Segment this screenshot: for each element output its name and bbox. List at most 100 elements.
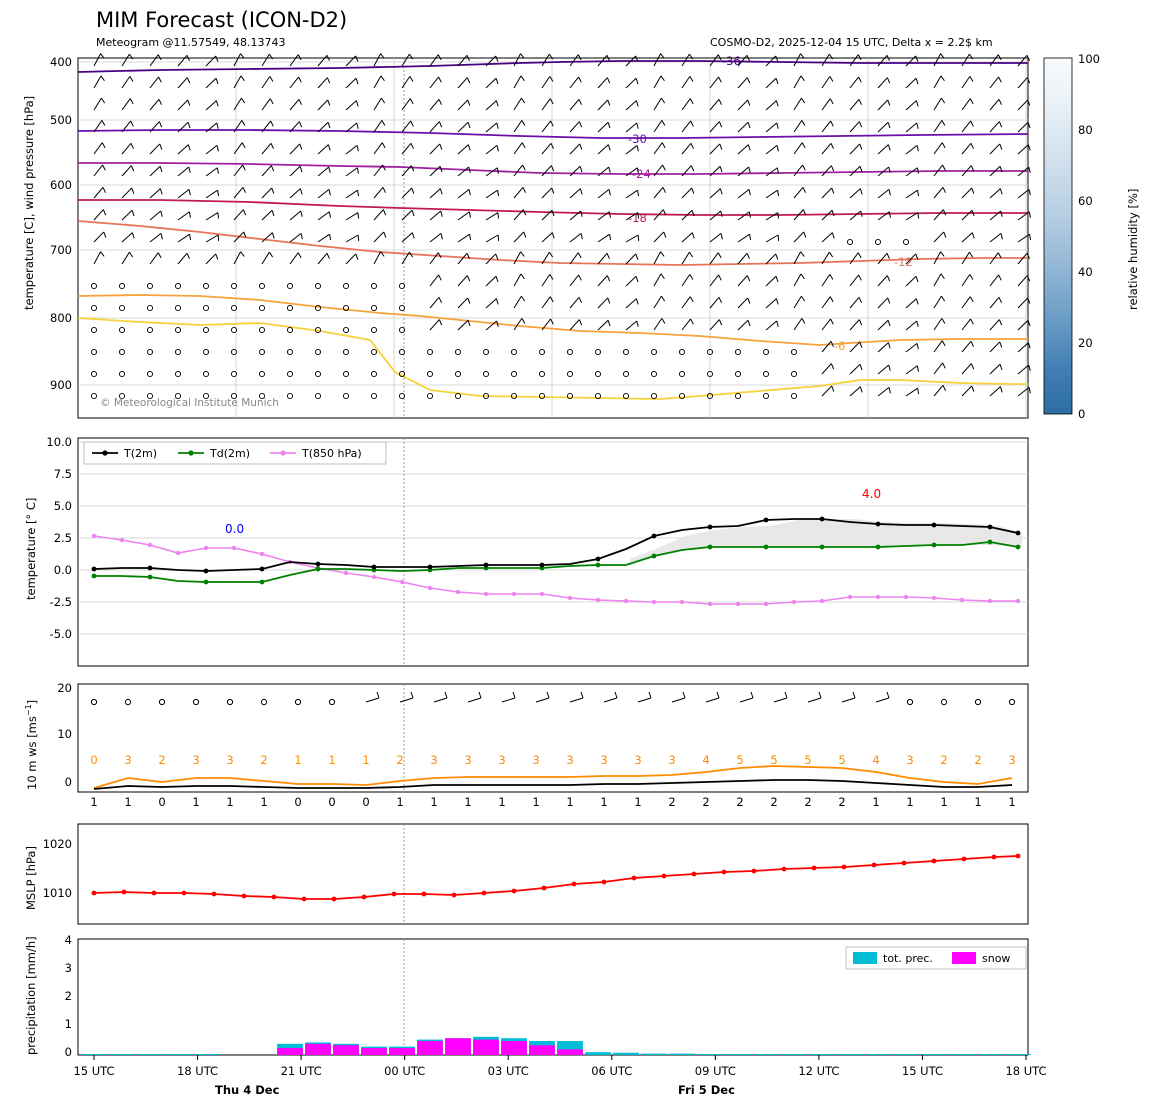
wind-barb	[541, 296, 551, 309]
wind-barb-flag	[747, 297, 751, 304]
precip-bar	[865, 1054, 891, 1055]
wind-barb	[541, 165, 552, 177]
wind-barb-flag	[691, 232, 695, 239]
wind-barb	[653, 75, 662, 89]
wind-barb-flag	[828, 251, 834, 258]
wind-barb-flag	[858, 99, 862, 105]
wind-barb	[961, 340, 972, 353]
wind-barb	[569, 143, 581, 155]
colorbar-label: relative humidity [%]	[1126, 188, 1140, 310]
wind-barb	[205, 77, 217, 89]
wind-barb	[849, 210, 862, 221]
wind-barb	[653, 251, 662, 265]
wind-barb	[877, 364, 890, 375]
wind-barb-grid	[90, 53, 1032, 400]
wind-barb-flag	[998, 76, 1002, 83]
wind-barb-flag	[999, 341, 1003, 348]
wind-barb-flag	[606, 275, 611, 282]
wind-barb-flag	[749, 234, 752, 241]
wind-barb	[765, 77, 777, 89]
wind-barb-flag	[270, 165, 275, 172]
svg-text:20: 20	[1078, 336, 1093, 350]
temperature-legend: T(2m) Td(2m) T(850 hPa)	[83, 441, 387, 465]
wind-mean-label: 1	[192, 795, 199, 809]
wind-barb	[467, 697, 482, 703]
wind-barb-flag	[777, 234, 780, 242]
wind-barb	[513, 231, 525, 243]
wind-barb	[233, 53, 242, 67]
wind-barb	[345, 144, 358, 155]
wind-barb	[737, 297, 749, 309]
wind-barb	[93, 251, 102, 265]
wind-mean-label: 0	[294, 795, 301, 809]
wind-barb	[849, 98, 860, 111]
wind-barb	[849, 165, 861, 177]
calm-wind-symbol	[510, 348, 518, 356]
calm-wind-symbol	[510, 392, 518, 400]
calm-wind-symbol	[90, 698, 98, 706]
calm-wind-symbol	[90, 282, 98, 290]
wind-barb-flag	[578, 121, 583, 128]
wind-barb-flag	[187, 99, 191, 106]
wind-barb-flag	[800, 97, 806, 104]
wind-barb-flag	[410, 120, 414, 127]
wind-barb	[93, 97, 102, 111]
wind-barb	[205, 55, 217, 67]
wind-barb-flag	[444, 691, 448, 699]
annotation-min-temp: 0.0	[225, 522, 244, 536]
series-mean-wind	[93, 779, 1013, 790]
wind-barb-flag	[131, 210, 135, 217]
wind-barb-flag	[917, 190, 920, 197]
wind-barb-flag	[242, 164, 246, 171]
wind-barb-flag	[775, 253, 779, 260]
precip-bar	[585, 1052, 611, 1055]
wind-barb-flag	[690, 143, 694, 149]
wind-barb-flag	[829, 274, 834, 280]
wind-barb-flag	[355, 55, 359, 62]
wind-barb	[989, 188, 1001, 199]
wind-barb-flag	[636, 122, 639, 129]
wind-barb-flag	[382, 164, 386, 171]
calm-wind-symbol	[566, 348, 574, 356]
wind-barb-flag	[915, 276, 919, 283]
wind-barb	[681, 232, 693, 243]
wind-barb	[933, 53, 942, 67]
wind-barb	[821, 98, 831, 111]
wind-barb	[709, 188, 721, 199]
xaxis-ticks: 15 UTC 18 UTC 21 UTC 00 UTC 03 UTC 06 UTC 09 U…	[73, 1055, 1047, 1078]
wind-barb-flag	[578, 99, 582, 105]
wind-barb	[793, 209, 804, 221]
wind-barb	[849, 76, 860, 89]
wind-barb-flag	[941, 142, 946, 149]
wind-barb	[877, 275, 888, 287]
wind-barb	[569, 274, 580, 287]
wind-barb-flag	[718, 121, 723, 128]
wind-barb-flag	[858, 297, 862, 303]
wind-barb	[681, 76, 691, 89]
wind-barb	[681, 296, 691, 309]
wind-barb	[671, 697, 686, 703]
wind-barb	[401, 98, 411, 111]
wind-barb	[849, 188, 861, 199]
wind-barb	[289, 121, 300, 133]
wind-barb-flag	[495, 276, 499, 283]
wind-barb-flag	[1027, 320, 1031, 327]
wind-barb	[849, 121, 860, 133]
wind-barb-flag	[688, 53, 694, 60]
wind-barb-flag	[689, 76, 694, 82]
wind-barb	[289, 165, 301, 177]
wind-barb-flag	[381, 142, 386, 149]
wind-barb-flag	[660, 251, 665, 257]
wind-barb	[737, 275, 748, 287]
wind-barb-flag	[999, 166, 1003, 173]
wind-barb-flag	[271, 187, 275, 194]
wind-barb-flag	[1000, 210, 1003, 217]
wind-gust-label: 2	[396, 753, 403, 767]
wind-barb-flag	[831, 210, 835, 217]
wind-barb	[457, 275, 468, 287]
wind-barb-flag	[578, 319, 583, 326]
wind-barb	[485, 253, 497, 265]
calm-wind-symbol	[398, 326, 406, 334]
calm-wind-symbol	[314, 348, 322, 356]
wind-barb-flag	[355, 100, 359, 107]
